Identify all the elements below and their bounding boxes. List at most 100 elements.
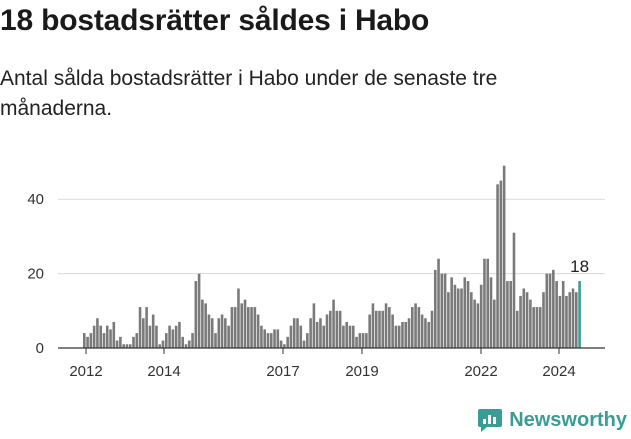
y-tick-label: 0 <box>36 340 44 357</box>
bar <box>420 314 424 348</box>
bar <box>227 325 230 348</box>
bar <box>256 314 260 348</box>
bar <box>515 310 519 348</box>
highlight-bar <box>578 281 581 348</box>
bar <box>443 273 447 348</box>
bar <box>424 318 427 348</box>
bar <box>299 325 303 348</box>
bar <box>463 277 467 348</box>
bar <box>542 292 545 348</box>
bar <box>345 321 348 348</box>
bar <box>273 329 276 348</box>
bar <box>417 307 421 348</box>
bar <box>502 165 506 348</box>
bar <box>191 333 194 348</box>
bar <box>309 318 312 348</box>
bar <box>499 180 503 348</box>
bar <box>125 344 129 348</box>
bar <box>210 318 214 348</box>
bar <box>247 307 250 348</box>
bar <box>440 273 444 348</box>
x-tick-label: 2017 <box>266 363 299 380</box>
chart-title: 18 bostadsrätter såldes i Habo <box>0 4 430 37</box>
bar <box>237 288 240 348</box>
bar <box>486 258 490 348</box>
bar <box>128 344 132 348</box>
bar <box>427 321 430 348</box>
y-tick-label: 20 <box>27 266 44 283</box>
bar <box>165 333 168 348</box>
bar <box>355 336 358 348</box>
bars <box>83 165 581 348</box>
bar <box>466 281 470 348</box>
bar <box>561 281 565 348</box>
bar <box>348 325 352 348</box>
bar <box>243 299 247 348</box>
bar <box>374 310 378 348</box>
bar <box>224 318 227 348</box>
bar <box>493 299 496 348</box>
bar <box>325 314 329 348</box>
bar <box>470 292 473 348</box>
bar <box>276 329 280 348</box>
bar <box>342 325 345 348</box>
x-tick-label: 2019 <box>345 363 378 380</box>
bar <box>522 288 526 348</box>
bar <box>204 303 207 348</box>
bar <box>269 333 273 348</box>
bar <box>401 321 404 348</box>
newsworthy-icon <box>478 409 503 432</box>
bar <box>489 277 493 348</box>
bar <box>161 340 165 348</box>
bar <box>404 321 408 348</box>
bar <box>201 299 204 348</box>
bar <box>263 329 266 348</box>
bar <box>96 318 99 348</box>
bar <box>335 310 339 348</box>
bar <box>329 310 332 348</box>
bar <box>545 273 549 348</box>
bar <box>351 325 355 348</box>
bar <box>394 325 398 348</box>
bar <box>233 307 237 348</box>
bar <box>286 336 289 348</box>
bar <box>92 325 96 348</box>
bar <box>483 258 486 348</box>
bar <box>479 284 483 348</box>
bar <box>253 307 257 348</box>
bar <box>181 336 184 348</box>
bar <box>473 299 476 348</box>
highlight-value-label: 18 <box>570 257 589 276</box>
x-tick-label: 2022 <box>464 363 497 380</box>
bar <box>250 307 253 348</box>
bar <box>306 333 309 348</box>
bar <box>552 269 555 348</box>
bar <box>529 299 532 348</box>
bar <box>194 281 198 348</box>
bar <box>476 303 480 348</box>
bar <box>145 307 148 348</box>
bar <box>430 310 434 348</box>
bar <box>135 333 139 348</box>
gridlines <box>58 198 605 275</box>
bar <box>568 292 572 348</box>
y-tick-label: 40 <box>27 191 44 208</box>
bar <box>296 318 299 348</box>
bar <box>453 284 457 348</box>
bar <box>407 318 411 348</box>
bar <box>151 314 155 348</box>
bar <box>174 325 178 348</box>
bar <box>384 303 388 348</box>
x-tick-label: 2012 <box>69 363 102 380</box>
bar <box>538 307 542 348</box>
bar <box>315 321 319 348</box>
bar <box>381 310 385 348</box>
bar <box>148 325 152 348</box>
bar <box>496 184 499 348</box>
bar <box>230 307 234 348</box>
x-tick-label: 2024 <box>542 363 575 380</box>
bar <box>312 303 316 348</box>
bar <box>302 340 306 348</box>
bar <box>119 336 122 348</box>
x-tick-label: 2014 <box>147 363 180 380</box>
